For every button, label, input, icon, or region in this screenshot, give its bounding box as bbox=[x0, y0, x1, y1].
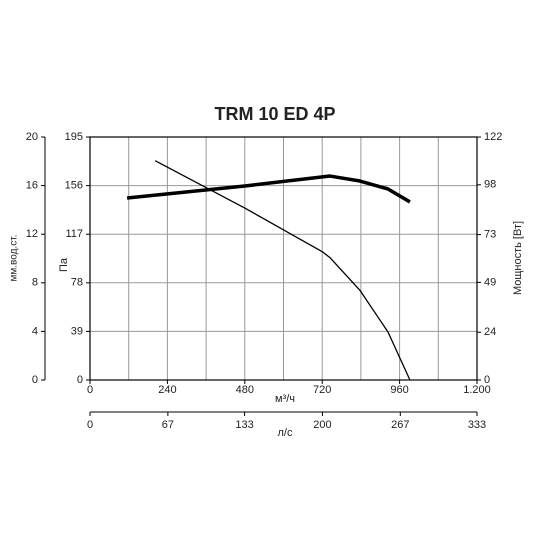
mm-tick-label: 4 bbox=[32, 325, 38, 337]
y2-tick-label: 24 bbox=[484, 326, 496, 338]
chart-title: TRM 10 ED 4P bbox=[214, 104, 335, 124]
ls-tick-label: 133 bbox=[235, 419, 253, 431]
x2-axis-label: л/с bbox=[278, 427, 293, 439]
y-tick-label: 0 bbox=[77, 374, 83, 386]
x-tick-label: 480 bbox=[236, 384, 254, 396]
ls-tick-label: 267 bbox=[391, 419, 409, 431]
x-tick-label: 240 bbox=[158, 384, 176, 396]
ls-tick-label: 0 bbox=[87, 419, 93, 431]
mm-tick-label: 16 bbox=[26, 180, 38, 192]
y-tick-label: 39 bbox=[71, 325, 83, 337]
mm-axis-label: мм.вод.ст. bbox=[9, 235, 20, 282]
ls-tick-label: 200 bbox=[313, 419, 331, 431]
y2-tick-label: 73 bbox=[484, 229, 496, 241]
y2-tick-label: 122 bbox=[484, 131, 502, 143]
ls-tick-label: 333 bbox=[468, 419, 486, 431]
y2-tick-label: 49 bbox=[484, 276, 496, 288]
y2-axis-label: Мощность [Вт] bbox=[512, 221, 524, 295]
mm-tick-label: 20 bbox=[26, 131, 38, 143]
mm-tick-label: 0 bbox=[32, 374, 38, 386]
x-tick-label: 0 bbox=[87, 384, 93, 396]
x-tick-label: 720 bbox=[313, 384, 331, 396]
x-tick-label: 1.200 bbox=[463, 384, 491, 396]
y-axis-label: Па bbox=[58, 257, 70, 272]
y-tick-label: 156 bbox=[65, 180, 83, 192]
y2-tick-label: 0 bbox=[484, 374, 490, 386]
mm-tick-label: 8 bbox=[32, 277, 38, 289]
mm-tick-label: 12 bbox=[26, 228, 38, 240]
y-tick-label: 78 bbox=[71, 277, 83, 289]
y-tick-label: 195 bbox=[65, 131, 83, 143]
pressure-line bbox=[154, 160, 411, 381]
x-tick-label: 960 bbox=[390, 384, 408, 396]
y2-tick-label: 98 bbox=[484, 179, 496, 191]
plot-frame bbox=[89, 136, 478, 381]
y-tick-label: 117 bbox=[65, 228, 83, 240]
ls-tick-label: 67 bbox=[162, 419, 174, 431]
x-axis-label: м³/ч bbox=[275, 393, 295, 405]
power-line bbox=[126, 174, 411, 204]
